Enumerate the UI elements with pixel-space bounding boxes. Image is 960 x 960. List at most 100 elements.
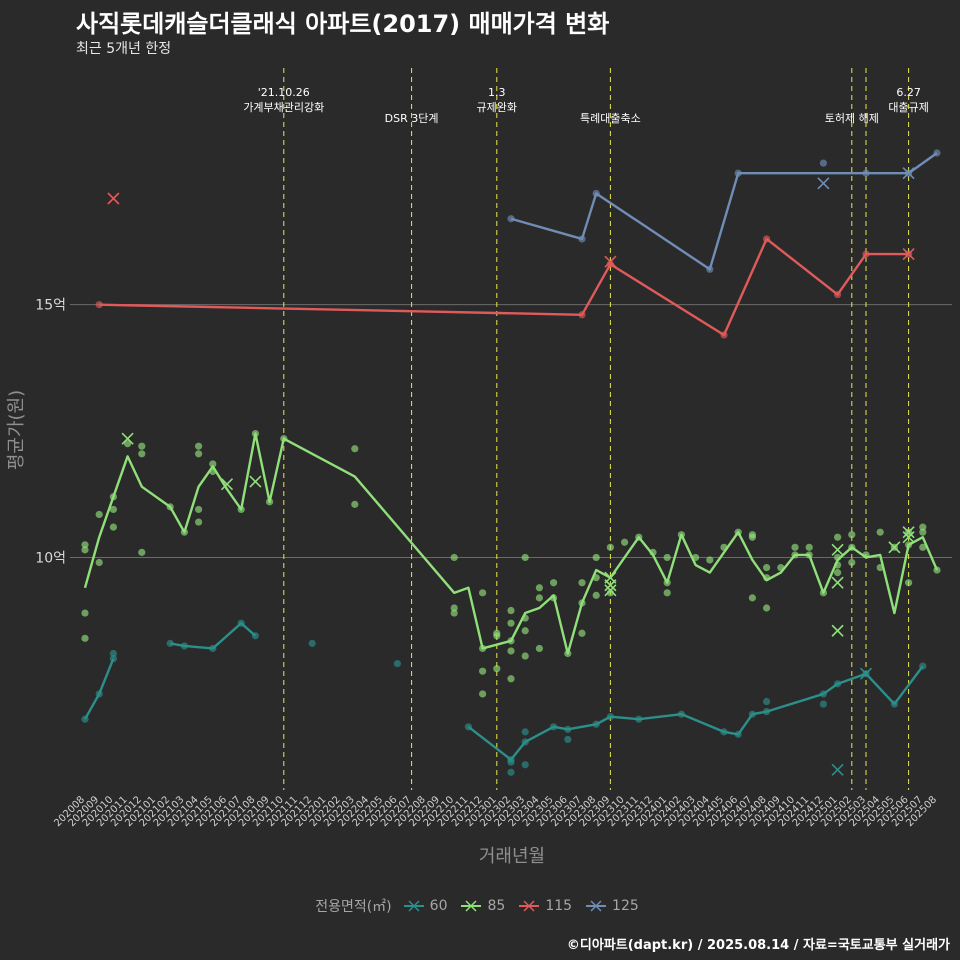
legend-item-115[interactable]: 115 xyxy=(519,898,572,914)
data-point xyxy=(535,594,544,602)
event-label-line: 가계부채관리강화 xyxy=(243,101,324,114)
series-line xyxy=(83,432,939,655)
data-point xyxy=(507,647,515,655)
cancelled-marker xyxy=(121,432,134,445)
data-point xyxy=(81,609,89,617)
cancelled-marker xyxy=(249,475,262,488)
data-point xyxy=(848,531,856,539)
cancelled-marker-stroke xyxy=(220,478,234,491)
event-label: DSR 3단계 xyxy=(385,112,439,125)
event-label-line: 특례대출축소 xyxy=(580,112,641,125)
event-label-line: DSR 3단계 xyxy=(385,112,439,125)
cancelled-marker-stroke xyxy=(902,248,915,261)
series-115 xyxy=(95,192,915,339)
data-point xyxy=(138,442,146,450)
legend-key-125 xyxy=(586,900,607,912)
cancelled-marker-stroke xyxy=(604,579,617,592)
event-label: '21.10.26 가계부채관리강화 xyxy=(243,86,324,114)
data-point xyxy=(521,728,529,736)
data-point xyxy=(592,591,600,599)
legend-item-85[interactable]: 85 xyxy=(461,898,505,914)
cancelled-marker xyxy=(107,192,120,205)
data-point xyxy=(535,644,544,653)
data-point xyxy=(450,553,458,562)
data-point xyxy=(819,159,828,167)
data-point xyxy=(81,634,89,642)
cancelled-marker xyxy=(604,579,617,592)
data-point xyxy=(450,604,458,612)
event-label-line: 규제완화 xyxy=(477,101,517,114)
data-point xyxy=(748,533,757,541)
cancelled-marker xyxy=(831,763,844,776)
data-point xyxy=(592,553,600,562)
data-point xyxy=(479,690,487,698)
data-point xyxy=(663,553,671,562)
legend-key-85 xyxy=(461,900,482,912)
data-point xyxy=(109,649,117,658)
data-point xyxy=(195,505,203,514)
data-point xyxy=(564,735,572,744)
event-label-line: 대출규제 xyxy=(888,101,928,114)
data-point xyxy=(621,538,629,546)
data-point xyxy=(493,632,501,640)
event-label-line: 1.3 xyxy=(488,86,506,99)
cancelled-marker-stroke xyxy=(817,177,830,190)
legend-label-125: 125 xyxy=(612,898,639,914)
data-point xyxy=(450,609,458,617)
cancelled-marker xyxy=(831,624,844,637)
y-axis-title: 평균가(원) xyxy=(6,390,27,470)
data-point xyxy=(479,667,487,675)
series-line xyxy=(83,658,115,720)
cancelled-marker-stroke xyxy=(831,763,844,776)
data-point xyxy=(763,604,771,612)
series-line xyxy=(467,665,924,761)
cancelled-marker-stroke xyxy=(902,167,915,180)
data-point xyxy=(578,629,586,637)
chart-title: 사직롯데캐슬더클래식 아파트(2017) 매매가격 변화 xyxy=(76,10,610,38)
event-label: 6.27 대출규제 xyxy=(888,86,928,114)
data-point xyxy=(535,584,544,592)
event-label: 1.3 규제완화 xyxy=(477,86,517,114)
series-125 xyxy=(507,149,941,273)
event-label-line: 토허제 해제 xyxy=(825,111,879,125)
cancelled-marker-stroke xyxy=(859,667,873,680)
data-point xyxy=(876,528,884,536)
event-label-line: 6.27 xyxy=(896,86,921,99)
data-point xyxy=(351,500,359,508)
data-point xyxy=(521,553,529,562)
cancelled-marker-stroke xyxy=(121,432,134,445)
cancelled-marker xyxy=(902,248,915,261)
data-point xyxy=(919,543,927,551)
data-point xyxy=(195,518,203,526)
legend-label-115: 115 xyxy=(545,898,573,914)
cancelled-marker-stroke xyxy=(604,584,617,597)
data-point xyxy=(819,700,828,708)
legend-item-125[interactable]: 125 xyxy=(586,898,639,914)
legend-item-60[interactable]: 60 xyxy=(403,898,448,914)
data-point xyxy=(81,546,89,554)
cancelled-marker xyxy=(817,177,830,190)
data-point xyxy=(663,589,671,597)
data-point xyxy=(393,660,401,668)
data-point xyxy=(748,594,757,602)
cancelled-marker-stroke xyxy=(249,475,262,488)
cancelled-marker-stroke xyxy=(888,541,901,554)
data-point xyxy=(124,440,132,448)
cancelled-marker xyxy=(831,543,844,556)
data-point xyxy=(521,761,529,769)
legend-title: 전용면적(㎡) xyxy=(315,899,392,915)
data-point xyxy=(919,528,927,536)
cancelled-marker xyxy=(604,255,617,268)
data-point xyxy=(81,541,89,549)
legend-key-60 xyxy=(403,900,424,912)
data-point xyxy=(138,450,146,458)
data-point xyxy=(195,442,203,450)
x-axis-title: 거래년월 xyxy=(479,846,545,867)
cancelled-marker xyxy=(902,526,915,539)
cancelled-marker-stroke xyxy=(831,624,844,637)
data-point xyxy=(848,558,856,567)
data-point xyxy=(209,460,217,468)
legend-label-60: 60 xyxy=(429,898,448,914)
cancelled-marker xyxy=(888,541,901,554)
